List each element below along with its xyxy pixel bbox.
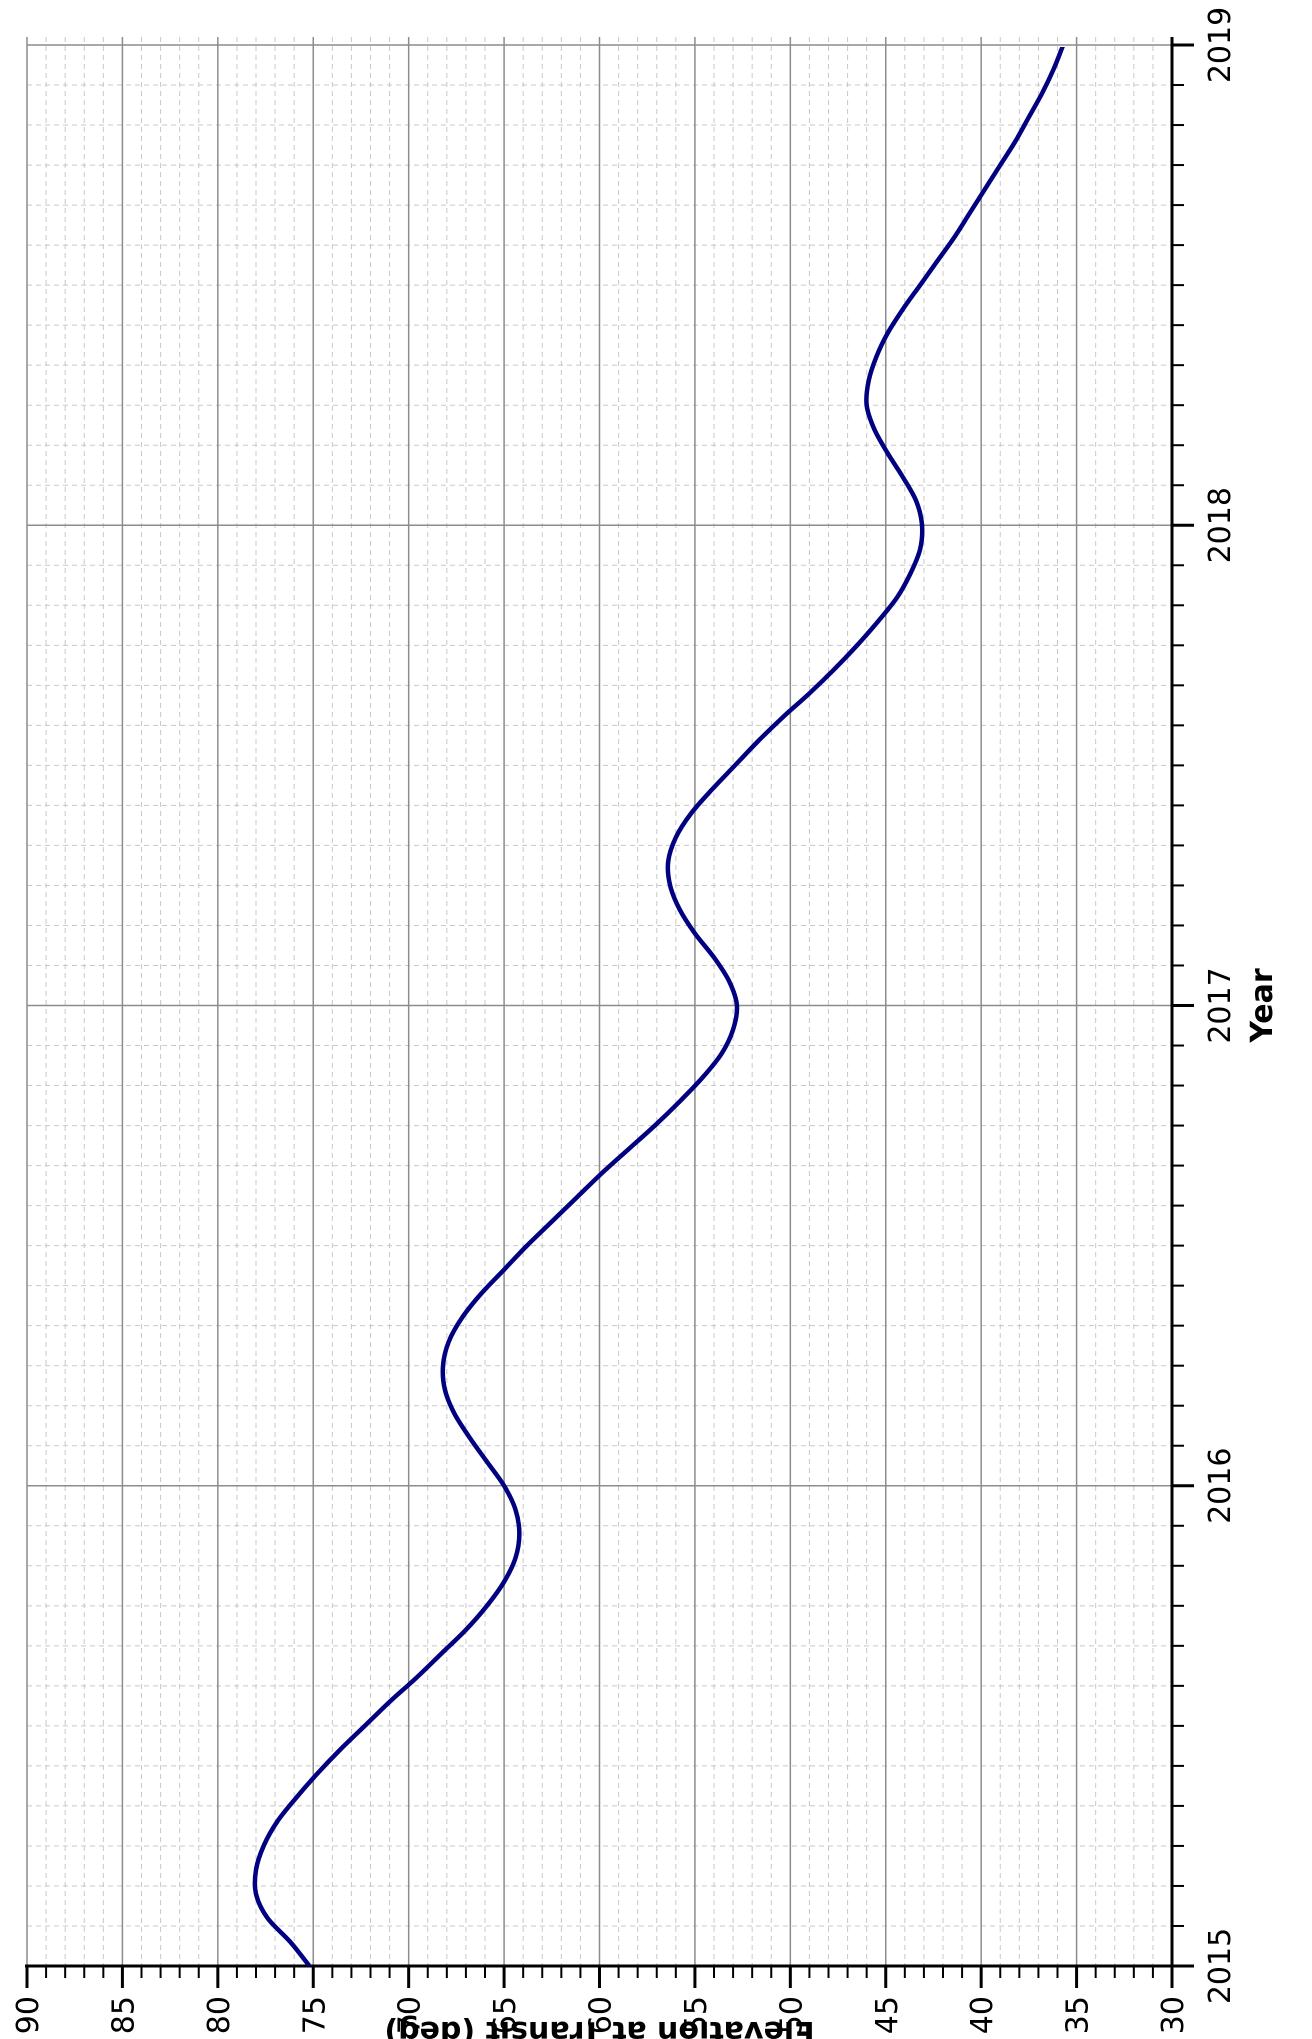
y-tick-label: 80 — [202, 1996, 237, 2034]
y-tick-label: 75 — [297, 1996, 332, 2034]
x-axis-title: Year — [1245, 968, 1280, 1044]
y-tick-label: 60 — [584, 1996, 619, 2034]
y-tick-label: 85 — [106, 1996, 141, 2034]
ticks — [25, 43, 1194, 1988]
y-tick-label: 70 — [393, 1996, 428, 2034]
y-tick-label: 90 — [11, 1996, 46, 2034]
series-line — [252, 47, 1065, 1966]
x-tick-label: 2017 — [1203, 967, 1238, 1043]
y-tick-label: 45 — [870, 1996, 905, 2034]
x-tick-label: 2015 — [1203, 1928, 1238, 2004]
y-tick-label: 40 — [965, 1996, 1000, 2034]
x-tick-label: 2016 — [1203, 1448, 1238, 1524]
y-axis-title: Elevation at Transit (deg) — [384, 2014, 814, 2039]
y-tick-label: 50 — [774, 1996, 809, 2034]
x-tick-label: 2019 — [1203, 7, 1238, 83]
y-tick-label: 65 — [488, 1996, 523, 2034]
y-tick-label: 55 — [679, 1996, 714, 2034]
y-tick-label: 35 — [1061, 1996, 1096, 2034]
tick-labels: 30 35 40 45 50 55 60 65 70 75 80 85 90 2015 2016 2017 20… — [11, 7, 1238, 2034]
x-tick-label: 2018 — [1203, 487, 1238, 563]
y-tick-label: 30 — [1156, 1996, 1191, 2034]
